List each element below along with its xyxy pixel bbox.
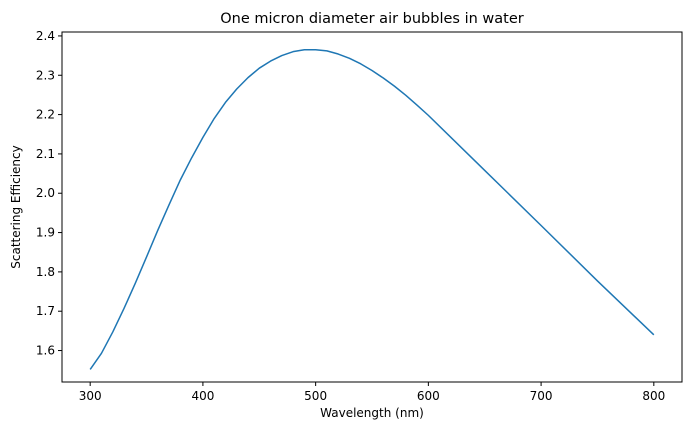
- y-tick-label-2.2: 2.2: [36, 108, 55, 122]
- y-tick-label-2: 2.0: [36, 186, 55, 200]
- y-tick-label-1.8: 1.8: [36, 265, 55, 279]
- y-tick-label-2.3: 2.3: [36, 68, 55, 82]
- y-tick-label-1.9: 1.9: [36, 226, 55, 240]
- x-tick-label-700: 700: [530, 389, 553, 403]
- x-tick-label-800: 800: [642, 389, 665, 403]
- x-tick-label-500: 500: [304, 389, 327, 403]
- y-tick-label-2.1: 2.1: [36, 147, 55, 161]
- x-tick-label-400: 400: [191, 389, 214, 403]
- x-axis-label: Wavelength (nm): [320, 406, 424, 420]
- plot-area: 300 400 500 600 700 800 1.6 1.7 1.8 1.9 2.0 2.1 2.2 2…: [36, 29, 683, 403]
- y-tick-label-1.6: 1.6: [36, 344, 55, 358]
- y-axis-label: Scattering Efficiency: [9, 145, 23, 268]
- x-tick-label-600: 600: [417, 389, 440, 403]
- chart-title: One micron diameter air bubbles in water: [220, 11, 523, 27]
- y-tick-label-1.7: 1.7: [36, 304, 55, 318]
- axes-frame: [61, 31, 683, 383]
- x-tick-label-300: 300: [79, 389, 102, 403]
- y-tick-label-2.4: 2.4: [36, 29, 55, 43]
- series-line-0: [89, 48, 655, 370]
